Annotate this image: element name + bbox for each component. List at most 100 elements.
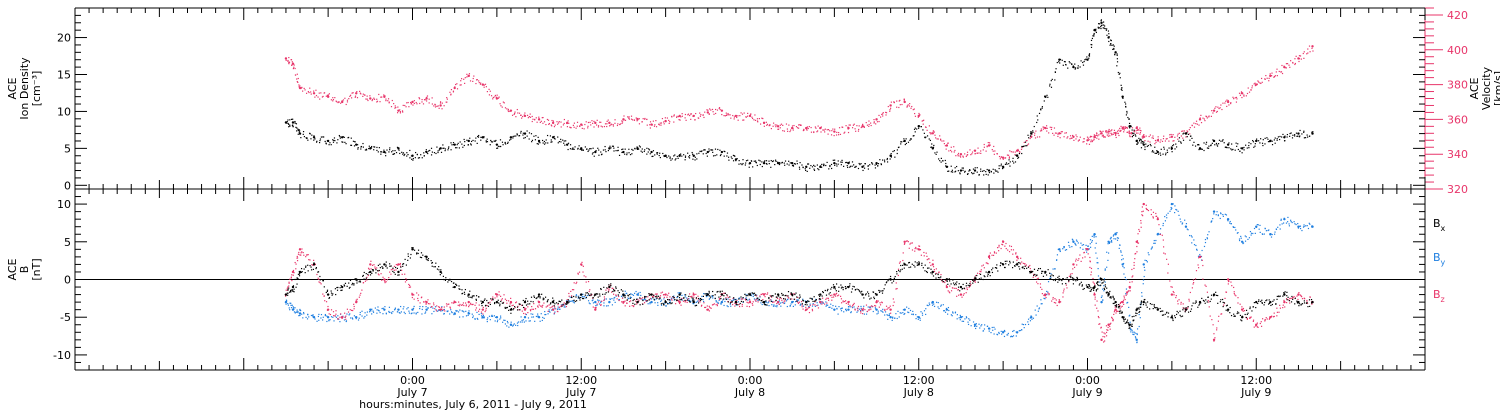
ion-density-series-sample: [1190, 135, 1192, 137]
bz-series-sample: [1214, 337, 1216, 339]
by-series-sample: [330, 316, 333, 318]
velocity-series-sample: [909, 103, 911, 105]
ion-density-series-sample: [1234, 149, 1236, 151]
by-series-sample: [1010, 335, 1012, 337]
bz-series-sample: [421, 296, 423, 298]
ion-density-series-sample: [481, 137, 484, 139]
ion-density-series-sample: [1086, 56, 1088, 58]
velocity-series-sample: [1199, 117, 1201, 119]
bx-series-point: [383, 263, 386, 266]
ion-density-series-sample: [1017, 157, 1019, 159]
velocity-series-sample: [839, 133, 842, 135]
ion-density-series-sample: [486, 138, 488, 140]
bz-series-sample: [635, 300, 637, 302]
by-series-sample: [474, 318, 476, 320]
bz-series-sample: [463, 304, 465, 307]
velocity-series-sample: [475, 82, 477, 85]
bz-series-sample: [1306, 302, 1309, 305]
velocity-series-sample: [434, 103, 436, 105]
ion-density-series-sample: [1128, 118, 1131, 120]
by-series-sample: [665, 305, 667, 307]
by-series-sample: [1167, 212, 1169, 214]
bz-series-sample: [831, 299, 833, 301]
bz-series-sample: [347, 311, 350, 313]
by-series-sample: [657, 304, 659, 306]
velocity-series-sample: [529, 113, 531, 115]
ion-density-series-sample: [431, 151, 433, 153]
by-series-sample: [690, 300, 692, 302]
velocity-series-sample: [373, 97, 375, 99]
bz-series-sample: [1128, 290, 1130, 292]
bz-series-sample: [935, 272, 938, 274]
y-tick-label: -10: [53, 349, 71, 362]
bz-series-sample: [1163, 252, 1165, 254]
ion-density-series-sample: [890, 156, 892, 158]
velocity-series-sample: [426, 96, 428, 98]
ion-density-series-sample: [1128, 122, 1131, 125]
velocity-series-sample: [1039, 136, 1041, 138]
by-series-sample: [1150, 248, 1152, 250]
ion-density-series-sample: [758, 159, 760, 161]
ion-density-series-sample: [364, 149, 367, 151]
by-series-sample: [943, 310, 946, 312]
by-series-sample: [970, 325, 972, 327]
ion-density-series-sample: [1012, 157, 1014, 159]
by-series-sample: [1297, 227, 1299, 229]
by-series-sample: [1142, 283, 1144, 285]
ion-density-series-sample: [755, 161, 757, 163]
by-series-sample: [1147, 252, 1149, 254]
velocity-series-point: [1269, 74, 1272, 78]
ion-density-series-sample: [849, 166, 851, 168]
velocity-series-sample: [379, 101, 381, 103]
bz-series-point: [439, 308, 442, 311]
velocity-series-sample: [1114, 133, 1117, 135]
bz-series-sample: [974, 280, 976, 282]
velocity-series-sample: [983, 143, 985, 146]
ion-density-series-sample: [860, 163, 862, 165]
bz-series-sample: [895, 282, 897, 284]
ion-density-series-sample: [537, 136, 539, 138]
y2-tick-label: 420: [1447, 9, 1468, 22]
by-series-sample: [1095, 236, 1097, 238]
velocity-series-sample: [296, 80, 298, 83]
ion-density-series-sample: [804, 168, 806, 170]
velocity-series-sample: [1203, 118, 1205, 120]
bz-series-sample: [741, 303, 743, 306]
ion-density-series-sample: [593, 155, 595, 157]
bz-series-sample: [695, 298, 697, 300]
ion-density-series-sample: [1139, 139, 1141, 141]
bz-series-sample: [314, 263, 316, 266]
by-series-sample: [626, 292, 628, 294]
bz-series-sample: [284, 295, 287, 297]
velocity-series-sample: [534, 118, 536, 121]
by-series-sample: [433, 310, 435, 313]
ion-density-series-sample: [893, 150, 895, 152]
ion-density-series-sample: [578, 145, 580, 147]
ion-density-series-sample: [423, 152, 425, 154]
velocity-series-sample: [393, 103, 395, 105]
bz-series-sample: [1120, 306, 1122, 308]
ion-density-series-sample: [1138, 137, 1140, 140]
velocity-series-sample: [460, 78, 463, 80]
by-series-sample: [314, 318, 316, 320]
bz-series-sample: [838, 294, 840, 296]
velocity-series-sample: [616, 124, 619, 127]
velocity-series-sample: [769, 124, 771, 127]
by-series-sample: [1021, 323, 1023, 325]
by-series-sample: [1029, 317, 1031, 319]
velocity-series-point: [1198, 118, 1202, 121]
by-series-sample: [1023, 327, 1025, 329]
by-series-sample: [532, 313, 534, 315]
by-series-sample: [1179, 218, 1181, 220]
velocity-series-sample: [783, 130, 786, 132]
ion-density-series-sample: [794, 162, 796, 165]
bz-series-sample: [1085, 248, 1087, 250]
ion-density-series-sample: [1127, 116, 1129, 119]
by-series-sample: [1169, 210, 1171, 212]
bz-series-sample: [1108, 324, 1110, 326]
velocity-series-sample: [947, 142, 949, 144]
velocity-series-sample: [1111, 129, 1113, 131]
velocity-series-sample: [1224, 102, 1226, 104]
ion-density-series-sample: [1015, 154, 1017, 156]
by-series-sample: [393, 309, 396, 311]
